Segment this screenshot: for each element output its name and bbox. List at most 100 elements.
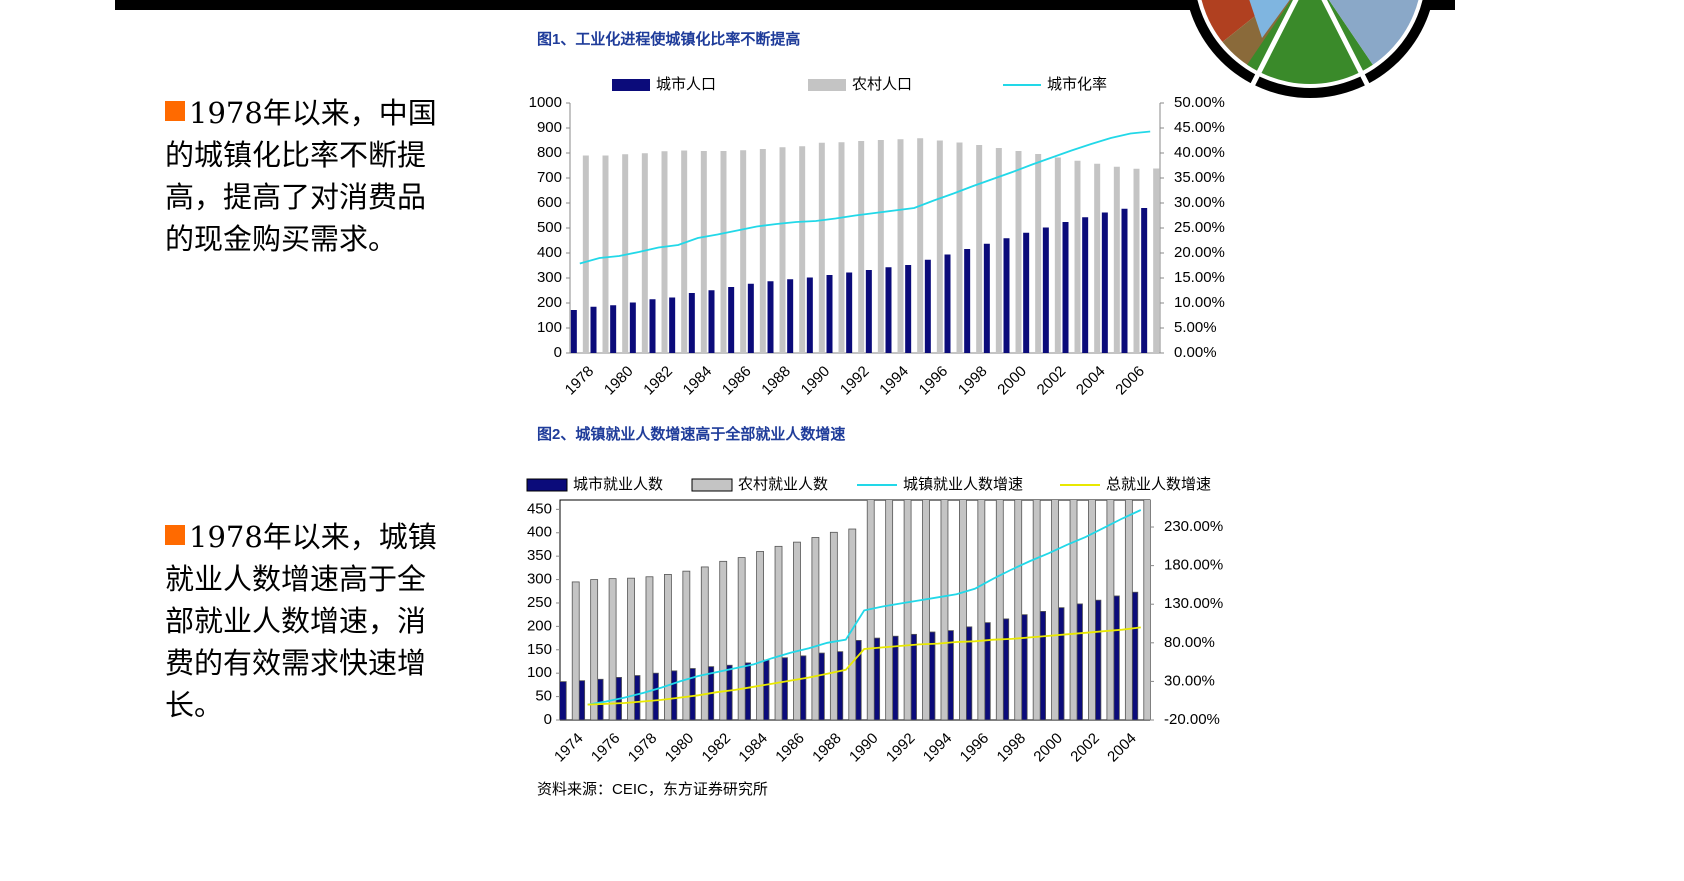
x-tick-label: 1980 <box>662 730 698 766</box>
bar <box>922 500 930 720</box>
y-tick-label: 400 <box>537 244 562 261</box>
bar <box>582 155 589 353</box>
bar <box>608 578 617 720</box>
bar <box>924 259 931 353</box>
legend-label: 城市化率 <box>1047 76 1107 93</box>
bullet-text: 1978年以来，城镇 就业人数增速高于全 部就业人数增速，消 费的有效需求快速增… <box>165 516 495 726</box>
bar <box>1143 500 1150 720</box>
y-tick-label: 1000 <box>529 94 562 111</box>
bar <box>865 270 872 353</box>
bar <box>995 148 1002 353</box>
bar <box>622 154 629 353</box>
bar <box>728 287 735 353</box>
bar <box>590 579 599 720</box>
bar <box>846 272 853 353</box>
bar <box>1062 222 1069 353</box>
x-tick-label: 2002 <box>1067 730 1103 766</box>
bar <box>719 560 728 720</box>
bar <box>688 293 695 353</box>
y-tick-label: 100 <box>537 319 562 336</box>
bar <box>903 500 912 720</box>
bar <box>1042 227 1049 353</box>
bar <box>756 551 764 720</box>
bar <box>590 306 597 353</box>
y2-tick-label: 30.00% <box>1174 194 1225 211</box>
bar <box>944 254 951 353</box>
x-tick-label: 2004 <box>1073 363 1109 399</box>
bullet-marker <box>165 525 185 545</box>
bar <box>787 279 794 353</box>
y2-tick-label: 230.00% <box>1164 518 1223 535</box>
bar <box>1023 232 1030 353</box>
bar <box>936 140 943 353</box>
x-tick-label: 1998 <box>955 363 991 399</box>
bar <box>649 299 656 353</box>
x-tick-label: 1978 <box>625 730 661 766</box>
bar <box>818 142 825 353</box>
bar <box>1003 238 1010 353</box>
bullet-line: 1978年以来，中国 <box>165 92 495 134</box>
bullet-line: 部就业人数增速，消 <box>165 604 427 638</box>
bar <box>877 140 884 353</box>
legend-swatch <box>612 79 650 91</box>
x-tick-label: 1990 <box>798 363 834 399</box>
bar <box>1074 160 1081 353</box>
bar <box>1121 208 1128 353</box>
x-tick-label: 1982 <box>699 730 735 766</box>
bar <box>917 138 924 353</box>
x-tick-label: 1992 <box>883 730 919 766</box>
bar <box>1069 500 1078 720</box>
bar <box>806 277 813 353</box>
legend-swatch <box>808 79 846 91</box>
y2-tick-label: 25.00% <box>1174 219 1225 236</box>
y-tick-label: 700 <box>537 169 562 186</box>
x-tick-label: 1980 <box>601 363 637 399</box>
bar <box>602 155 609 353</box>
bar <box>779 147 786 353</box>
bar <box>700 566 709 720</box>
legend-label: 总就业人数增速 <box>1106 476 1211 493</box>
bullet-line: 的城镇化比率不断提 <box>165 138 427 172</box>
bar <box>1124 500 1133 720</box>
y2-tick-label: 30.00% <box>1164 672 1215 689</box>
bar <box>664 574 672 720</box>
bar <box>759 149 766 353</box>
bar <box>1153 168 1160 353</box>
bar <box>940 500 949 720</box>
x-tick-label: 1988 <box>758 363 794 399</box>
x-tick-label: 1978 <box>562 363 598 399</box>
bar <box>793 541 801 720</box>
y2-tick-label: -20.00% <box>1164 711 1220 728</box>
legend-swatch <box>691 478 733 492</box>
bar <box>1051 500 1059 720</box>
y-tick-label: 600 <box>537 194 562 211</box>
plot-area <box>570 130 1160 353</box>
bar <box>560 681 567 720</box>
x-tick-label: 2004 <box>1104 730 1140 766</box>
bar <box>1014 500 1023 720</box>
y-tick-label: 0 <box>554 344 562 361</box>
x-tick-label: 2006 <box>1112 363 1148 399</box>
y-tick-label: 350 <box>527 547 552 564</box>
y2-tick-label: 0.00% <box>1174 344 1217 361</box>
y2-tick-label: 130.00% <box>1164 595 1223 612</box>
x-tick-label: 1998 <box>994 730 1030 766</box>
bar <box>571 581 580 720</box>
chart-title: 图2、城镇就业人数增速高于全部就业人数增速 <box>537 425 845 443</box>
bullet-text: 1978年以来，中国 的城镇化比率不断提 高，提高了对消费品 的现金购买需求。 <box>165 92 495 260</box>
x-tick-label: 1996 <box>957 730 993 766</box>
y-tick-label: 300 <box>537 269 562 286</box>
bullet-line: 费的有效需求快速增 <box>165 646 427 680</box>
y-tick-label: 300 <box>527 571 552 588</box>
y-tick-label: 900 <box>537 119 562 136</box>
x-tick-label: 1986 <box>772 730 808 766</box>
y-tick-label: 450 <box>527 500 552 517</box>
bar <box>811 537 820 720</box>
bullet-line-text: 1978年以来，城镇 <box>189 520 437 554</box>
bullet-line: 高，提高了对消费品 <box>165 180 427 214</box>
y-tick-label: 0 <box>544 711 552 728</box>
y2-tick-label: 80.00% <box>1164 634 1215 651</box>
bullet-line: 就业人数增速高于全 <box>165 562 427 596</box>
x-tick-label: 1984 <box>735 730 771 766</box>
